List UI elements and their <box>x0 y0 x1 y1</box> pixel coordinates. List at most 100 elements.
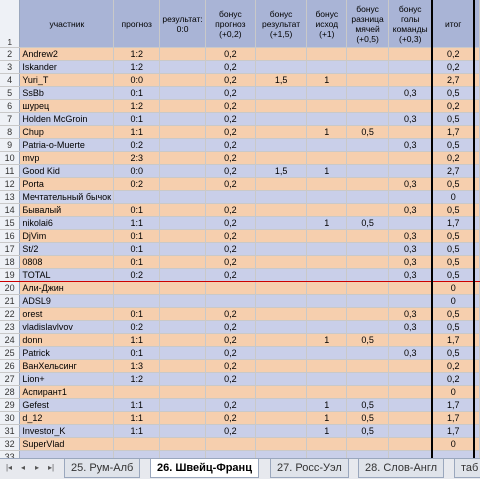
table-cell[interactable] <box>306 229 348 243</box>
table-cell[interactable] <box>388 190 433 204</box>
table-cell[interactable] <box>159 320 207 334</box>
table-cell[interactable] <box>306 138 348 152</box>
table-cell[interactable] <box>205 294 256 308</box>
table-cell[interactable] <box>159 151 207 165</box>
table-cell[interactable]: 0,2 <box>205 229 256 243</box>
table-cell[interactable]: 0,2 <box>205 307 256 321</box>
table-cell[interactable] <box>474 255 480 269</box>
table-cell[interactable] <box>388 385 433 399</box>
next-sheet-button[interactable]: ▸ <box>34 463 39 472</box>
table-cell[interactable]: 0,5 <box>346 333 390 347</box>
table-cell[interactable]: 0,5 <box>431 229 475 243</box>
table-cell[interactable]: St/2 <box>19 242 115 256</box>
table-cell[interactable] <box>159 281 207 295</box>
table-cell[interactable] <box>346 164 390 178</box>
table-cell[interactable] <box>346 437 390 451</box>
table-cell[interactable]: 1:2 <box>113 47 161 61</box>
table-cell[interactable] <box>306 112 348 126</box>
table-cell[interactable] <box>306 255 348 269</box>
table-cell[interactable] <box>255 216 308 230</box>
table-cell[interactable] <box>113 281 161 295</box>
table-cell[interactable]: 0,2 <box>205 268 256 282</box>
table-cell[interactable]: Holden McGroin <box>19 112 115 126</box>
table-cell[interactable] <box>159 437 207 451</box>
table-cell[interactable]: 1,7 <box>431 216 475 230</box>
table-cell[interactable]: 2,7 <box>431 73 475 87</box>
table-cell[interactable] <box>474 333 480 347</box>
table-cell[interactable]: 1,7 <box>431 411 475 425</box>
table-cell[interactable] <box>159 242 207 256</box>
table-cell[interactable] <box>474 437 480 451</box>
table-cell[interactable] <box>159 307 207 321</box>
table-cell[interactable]: Gefest <box>19 398 115 412</box>
table-cell[interactable] <box>255 112 308 126</box>
table-cell[interactable]: 0,2 <box>205 86 256 100</box>
table-cell[interactable]: donn <box>19 333 115 347</box>
table-cell[interactable] <box>346 151 390 165</box>
table-cell[interactable]: 0,5 <box>346 424 390 438</box>
table-cell[interactable]: 0,2 <box>205 73 256 87</box>
table-cell[interactable] <box>159 229 207 243</box>
table-cell[interactable] <box>159 255 207 269</box>
table-cell[interactable] <box>159 86 207 100</box>
table-cell[interactable] <box>255 99 308 113</box>
header-cell[interactable]: бонус разница мячей (+0,5) <box>346 0 390 48</box>
table-cell[interactable] <box>255 177 308 191</box>
table-cell[interactable] <box>306 86 348 100</box>
table-cell[interactable] <box>159 216 207 230</box>
table-cell[interactable] <box>255 229 308 243</box>
table-cell[interactable] <box>306 346 348 360</box>
table-cell[interactable] <box>346 242 390 256</box>
table-cell[interactable] <box>306 60 348 74</box>
table-cell[interactable] <box>255 190 308 204</box>
table-cell[interactable] <box>474 216 480 230</box>
table-cell[interactable] <box>159 424 207 438</box>
table-cell[interactable] <box>346 294 390 308</box>
table-cell[interactable] <box>159 346 207 360</box>
table-cell[interactable] <box>346 177 390 191</box>
table-cell[interactable]: 0,2 <box>431 60 475 74</box>
table-cell[interactable] <box>205 437 256 451</box>
table-cell[interactable]: 0 <box>431 281 475 295</box>
table-cell[interactable] <box>159 164 207 178</box>
table-cell[interactable]: 0:2 <box>113 268 161 282</box>
table-cell[interactable]: 0:1 <box>113 112 161 126</box>
table-cell[interactable] <box>474 151 480 165</box>
table-cell[interactable] <box>474 125 480 139</box>
table-cell[interactable]: 1:1 <box>113 398 161 412</box>
table-cell[interactable]: ВанХельсинг <box>19 359 115 373</box>
prev-sheet-button[interactable]: ◂ <box>20 463 25 472</box>
table-cell[interactable] <box>255 385 308 399</box>
table-cell[interactable]: 1:2 <box>113 60 161 74</box>
table-cell[interactable]: 2:3 <box>113 151 161 165</box>
table-cell[interactable] <box>474 385 480 399</box>
table-cell[interactable]: 0,2 <box>205 320 256 334</box>
table-cell[interactable]: d_12 <box>19 411 115 425</box>
table-cell[interactable]: Investor_K <box>19 424 115 438</box>
table-cell[interactable] <box>159 138 207 152</box>
table-cell[interactable]: 1:1 <box>113 125 161 139</box>
table-cell[interactable] <box>388 398 433 412</box>
table-cell[interactable] <box>306 385 348 399</box>
table-cell[interactable] <box>113 437 161 451</box>
table-cell[interactable] <box>306 359 348 373</box>
table-cell[interactable]: 1:2 <box>113 372 161 386</box>
table-cell[interactable] <box>474 73 480 87</box>
table-cell[interactable]: SsBb <box>19 86 115 100</box>
table-cell[interactable] <box>159 268 207 282</box>
table-cell[interactable] <box>113 385 161 399</box>
table-cell[interactable] <box>388 99 433 113</box>
table-cell[interactable]: 1,7 <box>431 398 475 412</box>
table-cell[interactable] <box>346 203 390 217</box>
table-cell[interactable]: 0,5 <box>431 346 475 360</box>
table-cell[interactable] <box>255 47 308 61</box>
table-cell[interactable]: 0,3 <box>388 320 433 334</box>
table-cell[interactable] <box>159 398 207 412</box>
table-cell[interactable]: 0,2 <box>205 164 256 178</box>
table-cell[interactable]: 0,2 <box>205 424 256 438</box>
header-cell-empty[interactable] <box>474 0 480 48</box>
table-cell[interactable] <box>388 164 433 178</box>
table-cell[interactable] <box>306 177 348 191</box>
table-cell[interactable] <box>388 125 433 139</box>
table-cell[interactable]: 1,5 <box>255 73 308 87</box>
